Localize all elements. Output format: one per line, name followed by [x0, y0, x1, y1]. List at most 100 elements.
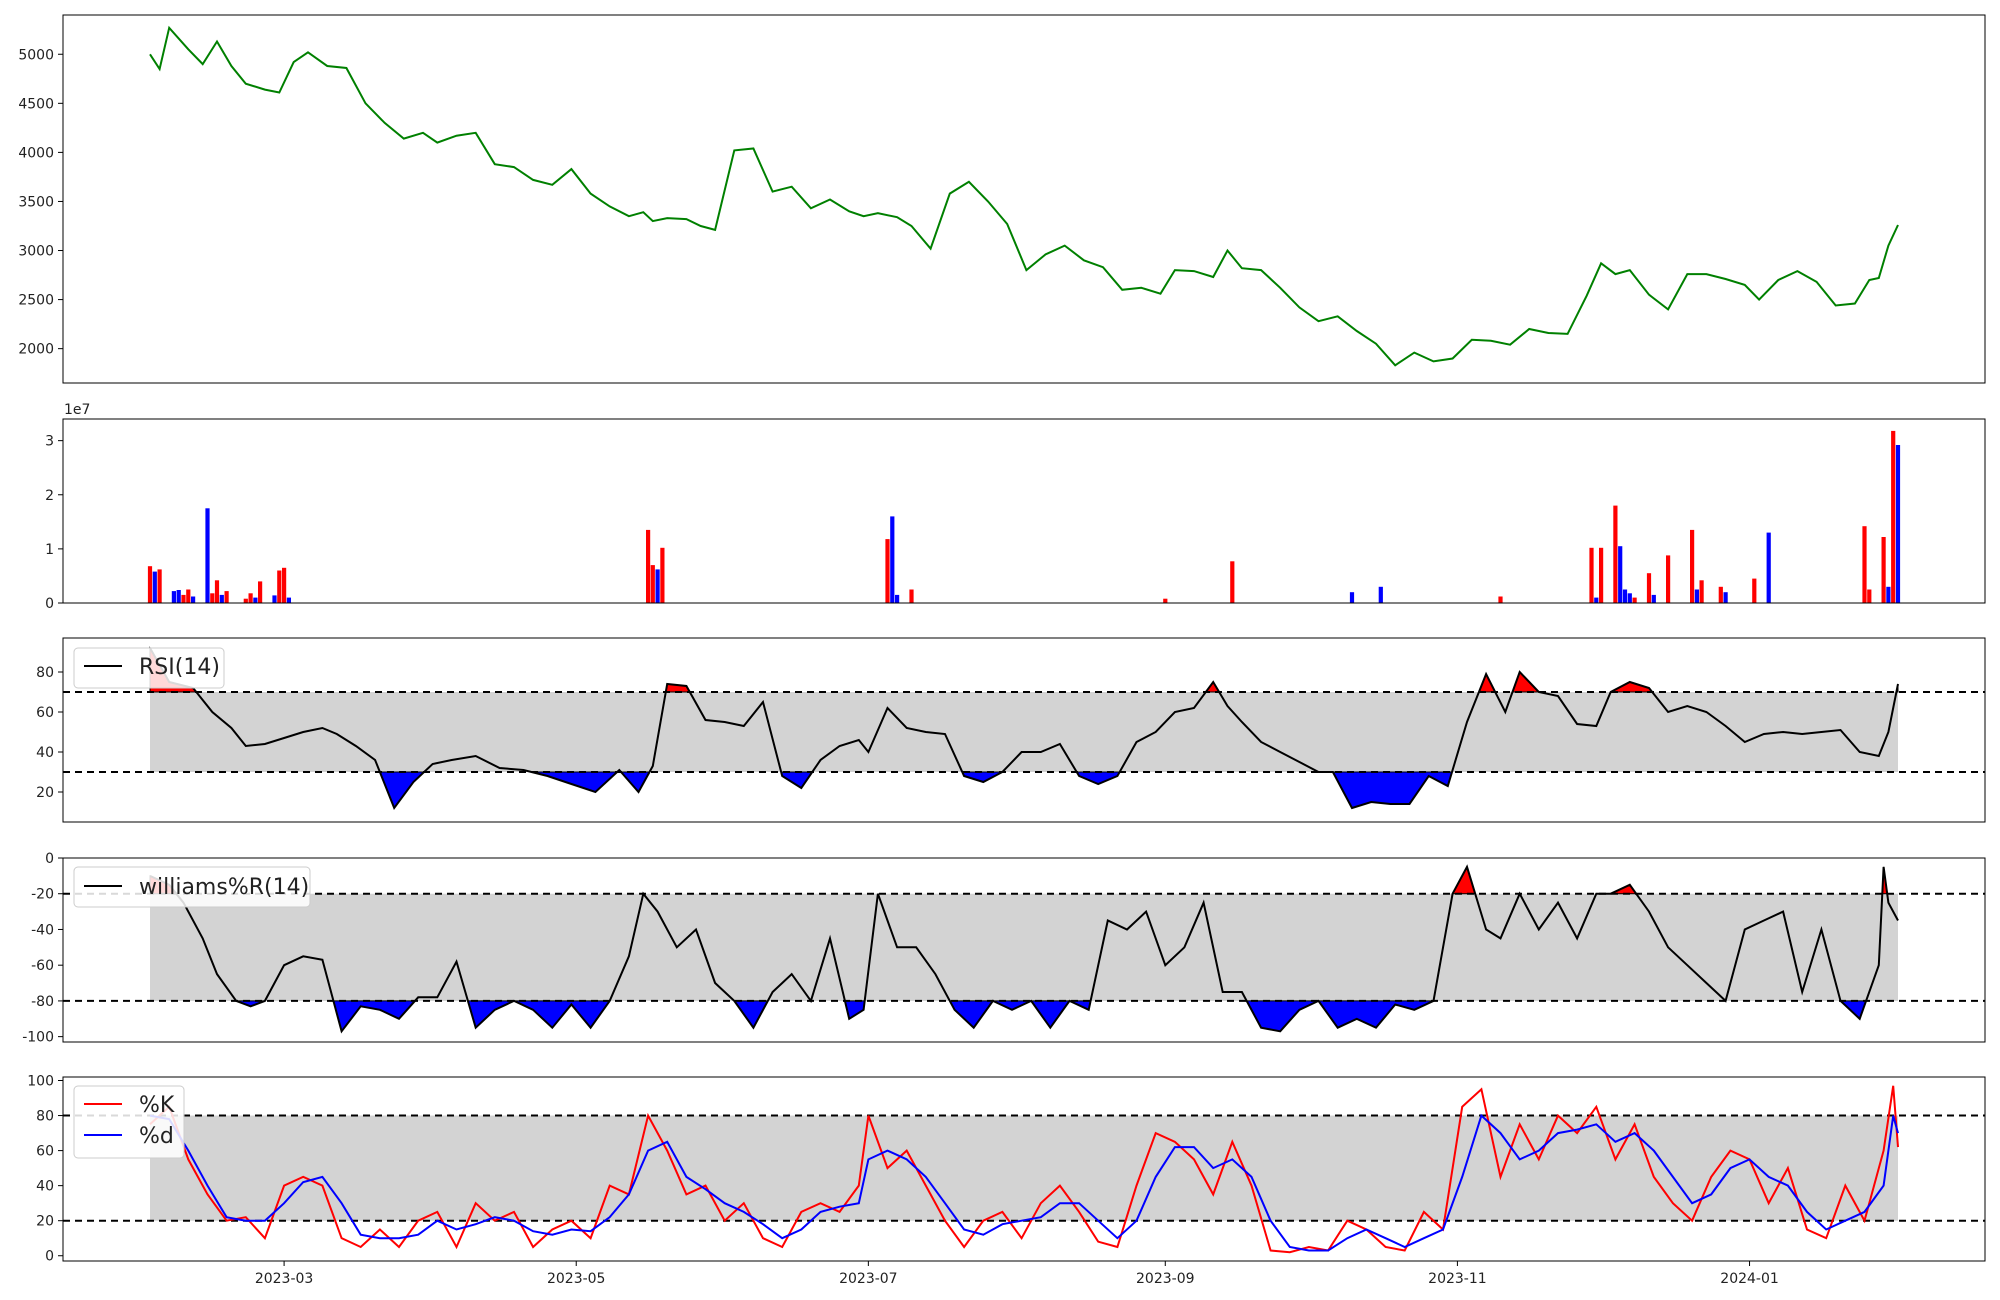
price-panel-frame	[62, 14, 1986, 384]
stochastic-y-tick-label: 0	[45, 1249, 54, 1265]
williams-neutral-band	[150, 893, 1898, 1001]
volume-bar	[191, 596, 196, 603]
williams-panel: -100 -80 -60 -40 -20 0 williams%R(14)	[22, 851, 1986, 1046]
volume-bar	[655, 569, 660, 603]
volume-bar	[224, 591, 229, 603]
price-y-tick-label: 4500	[18, 96, 54, 112]
volume-bar	[1895, 445, 1901, 603]
volume-bar	[909, 589, 914, 603]
price-y-tick-label: 2500	[18, 293, 54, 309]
volume-bar	[1594, 597, 1599, 603]
price-y-tick-label: 5000	[18, 47, 54, 63]
williams-y-tick-label: 0	[45, 851, 54, 867]
date-tick-label: 2023-11	[1428, 1271, 1487, 1287]
volume-bar	[181, 594, 186, 603]
volume-panel-frame	[62, 418, 1986, 604]
volume-bar	[1349, 592, 1355, 603]
volume-bar	[1766, 532, 1771, 603]
volume-bar	[248, 593, 253, 603]
volume-bar	[1699, 580, 1704, 603]
williams-panel-frame	[62, 857, 1986, 1043]
volume-bar	[286, 597, 291, 603]
williams-series-line	[149, 864, 1899, 1034]
volume-bar	[1862, 526, 1867, 603]
volume-bar	[1694, 589, 1699, 603]
stochastic-legend: %K %d	[73, 1085, 185, 1159]
date-x-axis: 2023-03 2023-05 2023-07 2023-09 2023-11 2024-…	[255, 1261, 1779, 1287]
rsi-panel-frame	[62, 637, 1986, 823]
date-tick-label: 2023-09	[1136, 1271, 1195, 1287]
rsi-panel: 20 40 60 80 RSI(14)	[36, 637, 1986, 823]
williams-y-axis: -100 -80 -60 -40 -20 0	[22, 851, 63, 1046]
stochastic-y-tick-label: 60	[36, 1144, 54, 1160]
rsi-y-tick-label: 60	[36, 705, 54, 721]
volume-bar	[890, 516, 895, 603]
stochastic-y-tick-label: 40	[36, 1179, 54, 1195]
volume-bar	[1723, 592, 1728, 603]
volume-bar	[660, 547, 665, 603]
volume-y-tick-label: 0	[45, 596, 54, 612]
price-y-tick-label: 3500	[18, 194, 54, 210]
k-legend-label: %K	[139, 1093, 175, 1118]
volume-bar	[1230, 561, 1235, 603]
volume-bar	[1613, 505, 1618, 603]
volume-bar	[1881, 537, 1886, 603]
volume-bar	[214, 580, 220, 603]
price-y-axis: 2000 2500 3000 3500 4000 4500 5000	[18, 47, 63, 358]
volume-bars	[147, 430, 1901, 603]
rsi-plot	[63, 646, 1985, 811]
date-tick-label: 2023-03	[255, 1271, 314, 1287]
stochastic-y-tick-label: 20	[36, 1214, 54, 1230]
volume-bar	[1886, 586, 1891, 603]
volume-bar	[1618, 546, 1623, 603]
volume-y-tick-label: 2	[45, 488, 54, 504]
price-y-tick-label: 2000	[18, 342, 54, 358]
volume-bar	[219, 594, 224, 603]
volume-bar	[171, 591, 176, 603]
volume-y-tick-label: 3	[45, 434, 54, 450]
volume-bar	[272, 595, 277, 603]
date-tick-label: 2023-05	[547, 1271, 606, 1287]
volume-bar	[147, 566, 153, 603]
volume-bar	[1498, 596, 1503, 603]
williams-legend-box	[73, 866, 311, 908]
volume-bar	[1632, 597, 1637, 603]
k-series-line	[149, 1085, 1899, 1254]
stochastic-y-tick-label: 80	[36, 1109, 54, 1125]
volume-bar	[1891, 430, 1896, 603]
volume-bar	[1627, 593, 1632, 603]
williams-y-tick-label: -60	[31, 958, 54, 974]
williams-legend: williams%R(14)	[73, 866, 311, 908]
price-series-line	[149, 25, 1899, 367]
volume-bar	[895, 594, 900, 603]
date-tick-label: 2023-07	[839, 1271, 898, 1287]
volume-multiplier-label: 1e7	[64, 402, 90, 418]
williams-legend-label: williams%R(14)	[139, 875, 309, 900]
volume-bar	[650, 565, 655, 603]
rsi-series-line	[149, 647, 1899, 811]
volume-bar	[205, 508, 210, 603]
volume-bar	[646, 529, 651, 603]
volume-bar	[253, 597, 258, 603]
volume-bar	[1378, 586, 1383, 603]
volume-bar	[277, 570, 282, 603]
volume-bar	[186, 589, 191, 603]
rsi-y-tick-label: 40	[36, 745, 54, 761]
volume-bar	[1666, 555, 1671, 603]
rsi-legend: RSI(14)	[73, 647, 225, 689]
date-tick-label: 2024-01	[1720, 1271, 1779, 1287]
price-panel: 2000 2500 3000 3500 4000 4500 5000	[18, 14, 1986, 384]
price-y-tick-label: 3000	[18, 244, 54, 260]
volume-bar	[152, 571, 157, 603]
rsi-y-tick-label: 20	[36, 785, 54, 801]
volume-bar	[1752, 578, 1757, 603]
williams-y-tick-label: -100	[22, 1030, 54, 1046]
d-series-line	[149, 1113, 1899, 1252]
stochastic-panel-frame	[62, 1076, 1986, 1262]
volume-bar	[210, 593, 215, 603]
rsi-legend-label: RSI(14)	[139, 655, 220, 680]
price-y-tick-label: 4000	[18, 145, 54, 161]
d-legend-label: %d	[139, 1124, 174, 1149]
volume-bar	[282, 567, 287, 603]
